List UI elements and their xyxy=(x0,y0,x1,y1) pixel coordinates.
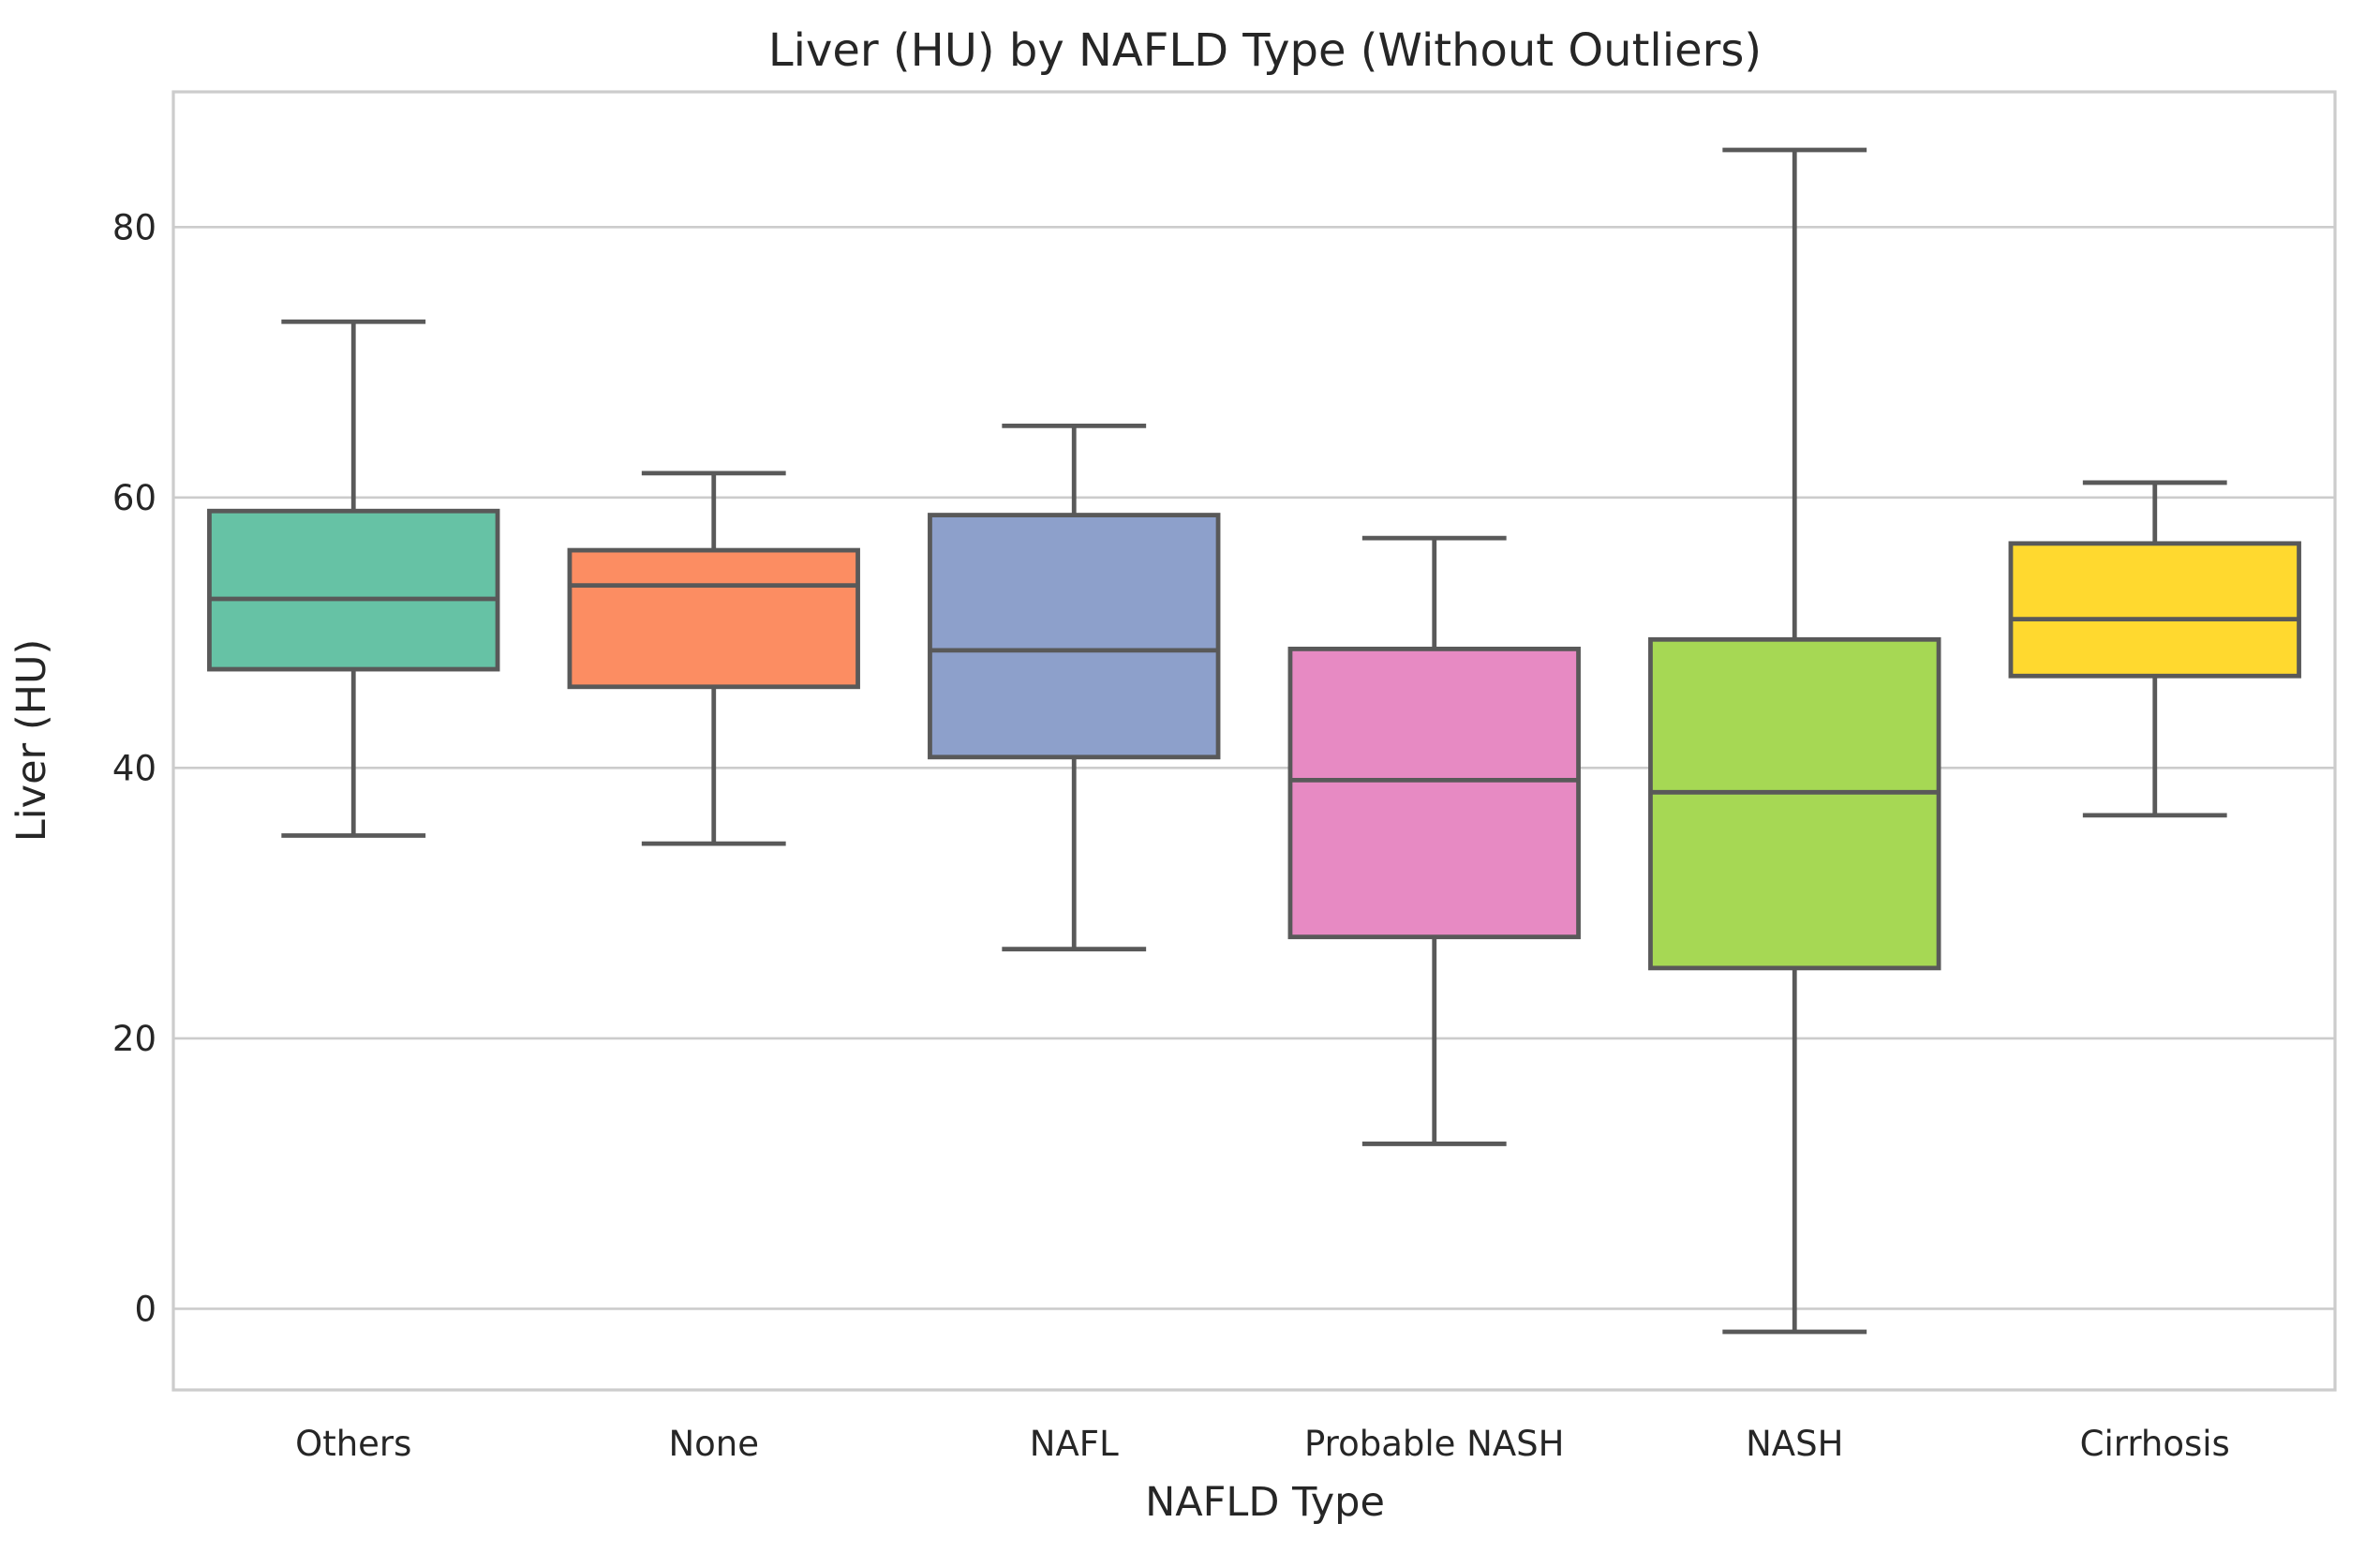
x-tick-label: Cirrhosis xyxy=(2080,1424,2230,1464)
x-axis-label: NAFLD Type xyxy=(1145,1479,1385,1526)
box-layer xyxy=(207,147,2301,1335)
x-tick-label: NAFL xyxy=(1030,1424,1119,1464)
box-group xyxy=(1287,535,1581,1146)
x-tick-labels: Others None NAFL Probable NASH NASH Cirrhosis xyxy=(295,1424,2230,1464)
y-axis-label: Liver (HU) xyxy=(8,639,55,843)
y-tick-labels: 0 20 40 60 80 xyxy=(112,207,156,1329)
iqr-box xyxy=(1648,636,1941,971)
x-tick-label: NASH xyxy=(1746,1424,1843,1464)
iqr-box xyxy=(928,513,1221,760)
box-group xyxy=(567,470,860,846)
plot-frame xyxy=(171,90,2337,1392)
box-group xyxy=(1648,147,1941,1335)
y-tick-label: 60 xyxy=(112,478,156,518)
iqr-box xyxy=(207,508,500,672)
y-tick-label: 20 xyxy=(112,1019,156,1059)
x-tick-label: None xyxy=(668,1424,759,1464)
box-group xyxy=(207,319,500,838)
iqr-box xyxy=(567,547,860,690)
x-tick-label: Others xyxy=(295,1424,411,1464)
y-tick-label: 40 xyxy=(112,748,156,788)
box-group xyxy=(2008,480,2301,818)
grid-layer xyxy=(173,225,2335,1310)
box-group xyxy=(928,423,1221,952)
chart-title: Liver (HU) by NAFLD Type (Without Outlie… xyxy=(768,24,1762,77)
x-tick-label: Probable NASH xyxy=(1304,1424,1564,1464)
iqr-box xyxy=(2008,541,2301,679)
y-tick-label: 80 xyxy=(112,207,156,247)
y-tick-label: 0 xyxy=(134,1289,156,1329)
iqr-box xyxy=(1287,646,1581,940)
